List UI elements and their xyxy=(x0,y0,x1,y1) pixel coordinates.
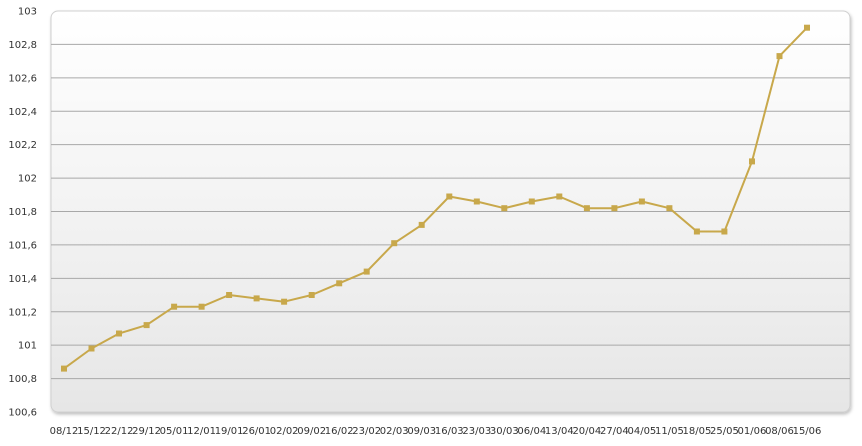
data-point xyxy=(473,198,480,205)
y-tick-label: 102 xyxy=(18,174,37,185)
y-tick-label: 102,6 xyxy=(8,73,37,84)
y-tick-label: 103 xyxy=(18,7,37,18)
data-point xyxy=(143,322,150,329)
y-tick-label: 102,2 xyxy=(8,140,37,151)
x-tick-label: 29/12 xyxy=(132,426,161,437)
y-tick-label: 101,6 xyxy=(8,240,37,251)
x-tick-label: 02/03 xyxy=(380,426,409,437)
x-tick-label: 15/12 xyxy=(77,426,106,437)
series-line xyxy=(63,27,808,370)
x-tick-label: 23/03 xyxy=(462,426,491,437)
data-point xyxy=(804,24,810,31)
data-point xyxy=(611,205,618,212)
x-tick-label: 05/01 xyxy=(160,426,189,437)
data-point xyxy=(363,268,370,275)
x-tick-label: 30/03 xyxy=(490,426,519,437)
data-point xyxy=(391,240,398,247)
x-tick-label: 12/01 xyxy=(187,426,216,437)
x-axis-ticks: 08/1215/1222/1229/1205/0112/0119/0126/01… xyxy=(50,426,822,437)
x-tick-label: 08/06 xyxy=(765,426,794,437)
data-point xyxy=(446,193,453,200)
x-tick-label: 25/05 xyxy=(710,426,739,437)
data-point xyxy=(253,295,260,302)
x-tick-label: 08/12 xyxy=(50,426,79,437)
y-tick-label: 101,2 xyxy=(8,307,37,318)
x-tick-label: 16/02 xyxy=(325,426,354,437)
x-tick-label: 26/01 xyxy=(242,426,271,437)
x-tick-label: 11/05 xyxy=(655,426,684,437)
y-tick-label: 100,6 xyxy=(8,408,37,419)
data-point xyxy=(281,298,288,305)
x-tick-label: 16/03 xyxy=(435,426,464,437)
x-tick-label: 15/06 xyxy=(793,426,822,437)
data-point xyxy=(501,205,508,212)
y-tick-label: 101,8 xyxy=(8,207,37,218)
y-tick-label: 101,4 xyxy=(8,274,37,285)
x-tick-label: 18/05 xyxy=(683,426,712,437)
y-tick-label: 102,4 xyxy=(8,107,37,118)
data-point xyxy=(116,330,122,337)
x-tick-label: 22/12 xyxy=(105,426,134,437)
data-point xyxy=(308,292,315,298)
y-tick-label: 101 xyxy=(18,341,37,352)
x-tick-label: 13/04 xyxy=(545,426,574,437)
x-tick-label: 09/03 xyxy=(407,426,436,437)
data-point xyxy=(721,228,728,235)
data-point xyxy=(61,365,67,372)
data-point xyxy=(776,53,783,60)
data-point xyxy=(693,228,700,235)
x-tick-label: 19/01 xyxy=(215,426,244,437)
data-point xyxy=(336,280,343,287)
data-point xyxy=(666,205,673,212)
gridlines xyxy=(51,43,850,380)
data-point xyxy=(88,345,95,352)
data-point xyxy=(638,198,645,205)
data-point xyxy=(583,205,590,212)
x-tick-label: 01/06 xyxy=(738,426,767,437)
x-tick-label: 02/02 xyxy=(270,426,299,437)
x-tick-label: 27/04 xyxy=(600,426,629,437)
y-tick-label: 100,8 xyxy=(8,374,37,385)
series-group xyxy=(61,24,810,372)
x-tick-label: 20/04 xyxy=(572,426,601,437)
data-point xyxy=(171,303,178,310)
y-tick-label: 102,8 xyxy=(8,40,37,51)
data-point xyxy=(226,292,233,298)
data-point xyxy=(556,193,563,200)
x-tick-label: 06/04 xyxy=(517,426,546,437)
data-point xyxy=(749,158,755,165)
x-tick-label: 23/02 xyxy=(352,426,381,437)
data-point xyxy=(418,221,425,228)
x-tick-label: 09/02 xyxy=(297,426,326,437)
data-point xyxy=(198,303,205,310)
data-point xyxy=(528,198,535,205)
x-tick-label: 04/05 xyxy=(627,426,656,437)
y-axis-ticks: 100,6 100,8 101 101,2 101,4 101,6 101,8 102 102,… xyxy=(8,7,37,419)
